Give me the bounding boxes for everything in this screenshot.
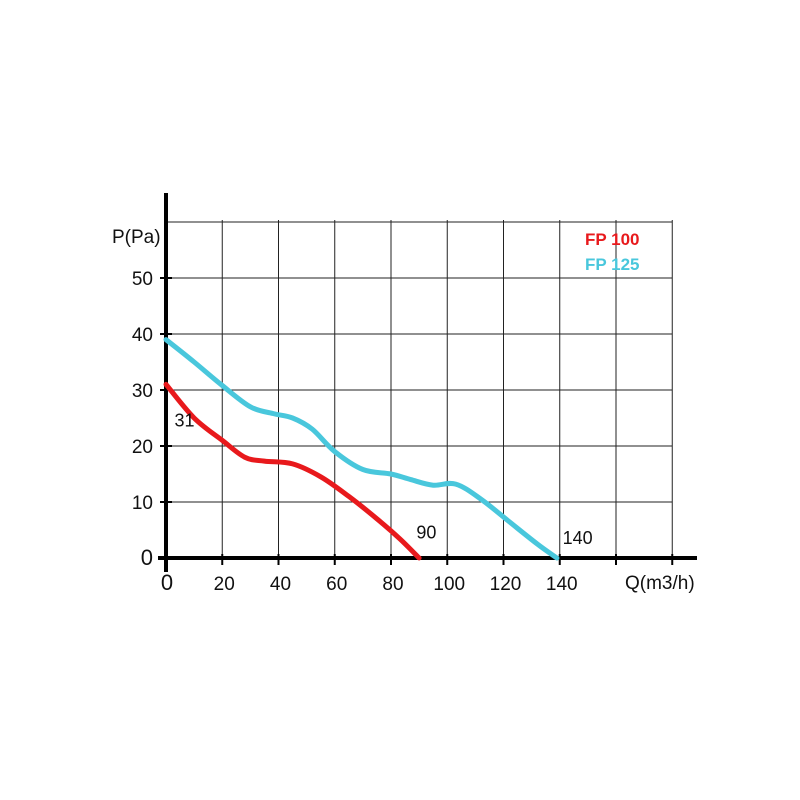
annotation-label: 90 <box>416 522 436 542</box>
x-tick-label: 40 <box>270 574 291 595</box>
annotation-label: 140 <box>563 528 593 548</box>
x-tick-label: 100 <box>433 574 465 595</box>
y-tick-label: 50 <box>132 269 153 290</box>
series-line-1 <box>163 337 560 561</box>
legend-entry: FP 125 <box>585 255 640 274</box>
annotations: 31 90 140 <box>174 410 592 548</box>
x-tick-label: 120 <box>490 574 522 595</box>
x-tick-label: 0 <box>161 570 173 595</box>
x-tick-label: 140 <box>546 574 578 595</box>
y-tick-label: 10 <box>132 493 153 514</box>
legend: FP 100 FP 125 <box>585 230 640 274</box>
x-tick-labels: 0 20 40 60 80 100 120 140 <box>161 570 578 595</box>
y-tick-label: 40 <box>132 325 153 346</box>
grid <box>166 220 673 558</box>
legend-entry: FP 100 <box>585 230 640 249</box>
x-axis-label: Q(m3/h) <box>625 573 695 594</box>
series-lines <box>163 337 560 561</box>
series-line-0 <box>163 381 422 561</box>
y-tick-label: 20 <box>132 437 153 458</box>
y-axis-label: P(Pa) <box>112 227 161 248</box>
annotation-label: 31 <box>174 410 194 430</box>
y-tick-label: 0 <box>141 545 153 570</box>
x-tick-label: 20 <box>214 574 235 595</box>
y-tick-label: 30 <box>132 381 153 402</box>
x-tick-label: 80 <box>382 574 403 595</box>
y-tick-labels: 0 10 20 30 40 50 <box>132 269 153 570</box>
x-tick-label: 60 <box>326 574 347 595</box>
